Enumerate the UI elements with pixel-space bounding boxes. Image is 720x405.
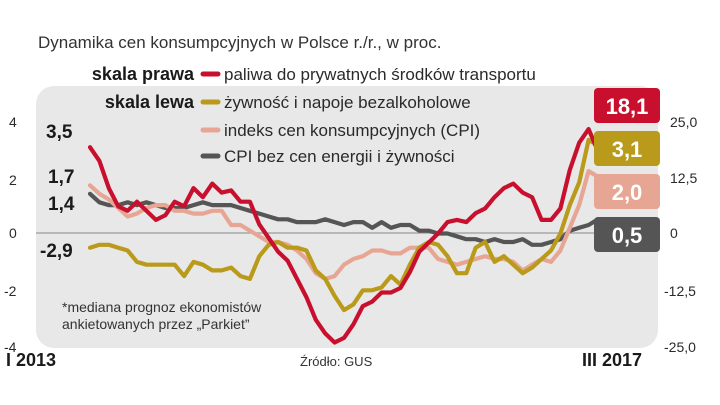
end-value-cpi: 2,0	[612, 180, 643, 205]
end-badge-core	[594, 217, 660, 252]
start-label-cpi: 1,7	[48, 167, 74, 188]
start-labels: 3,5 1,7 1,4 -2,9	[40, 122, 75, 262]
source-label: Źródło: GUS	[300, 354, 373, 369]
start-label-fuel: 3,5	[46, 122, 73, 143]
plot-background	[36, 86, 658, 348]
end-badge-cpi	[594, 174, 660, 209]
end-value-fuel: 18,1	[606, 94, 649, 119]
legend-scale-left: skala lewa	[105, 92, 195, 112]
left-axis: 4 2 0 -2 -4	[4, 114, 17, 355]
right-tick-label: 12,5	[670, 170, 697, 186]
end-badges: 18,1 3,1 2,0 0,5	[594, 88, 660, 252]
chart-title: Dynamika cen konsumpcyjnych w Polsce r./…	[38, 33, 441, 52]
series-lines	[87, 127, 601, 345]
right-tick-label: -25,0	[664, 339, 696, 355]
x-end-label: III 2017	[582, 350, 642, 370]
end-badge-fuel	[594, 88, 660, 123]
left-tick-label: 2	[9, 172, 17, 188]
end-value-food: 3,1	[612, 137, 643, 162]
legend-label-core: CPI bez cen energii i żywności	[224, 147, 455, 166]
left-tick-label: -4	[4, 339, 17, 355]
footnote-line-1: *mediana prognoz ekonomistów	[62, 299, 262, 315]
series-line-1	[87, 137, 601, 313]
start-label-food: -2,9	[40, 241, 73, 262]
end-badge-food	[594, 131, 660, 166]
legend-label-food: żywność i napoje bezalkoholowe	[224, 93, 471, 112]
series-line-3	[87, 191, 601, 247]
end-value-core: 0,5	[612, 223, 643, 248]
right-tick-label: -12,5	[664, 283, 696, 299]
legend-label-cpi: indeks cen konsumpcyjnych (CPI)	[224, 121, 480, 140]
left-tick-label: -2	[4, 283, 17, 299]
right-axis: 25,0 12,5 0 -12,5 -25,0	[664, 114, 697, 355]
x-start-label: I 2013	[6, 350, 56, 370]
left-tick-label: 0	[9, 225, 17, 241]
series-line-0	[87, 127, 601, 345]
left-tick-label: 4	[9, 114, 17, 130]
legend-label-fuel: paliwa do prywatnych środków transportu	[224, 65, 536, 84]
footnote-line-2: ankietowanych przez „Parkiet”	[62, 316, 250, 332]
legend-scale-right: skala prawa	[92, 64, 195, 84]
right-tick-label: 0	[670, 225, 678, 241]
start-label-core: 1,4	[48, 194, 75, 215]
right-tick-label: 25,0	[670, 114, 697, 130]
